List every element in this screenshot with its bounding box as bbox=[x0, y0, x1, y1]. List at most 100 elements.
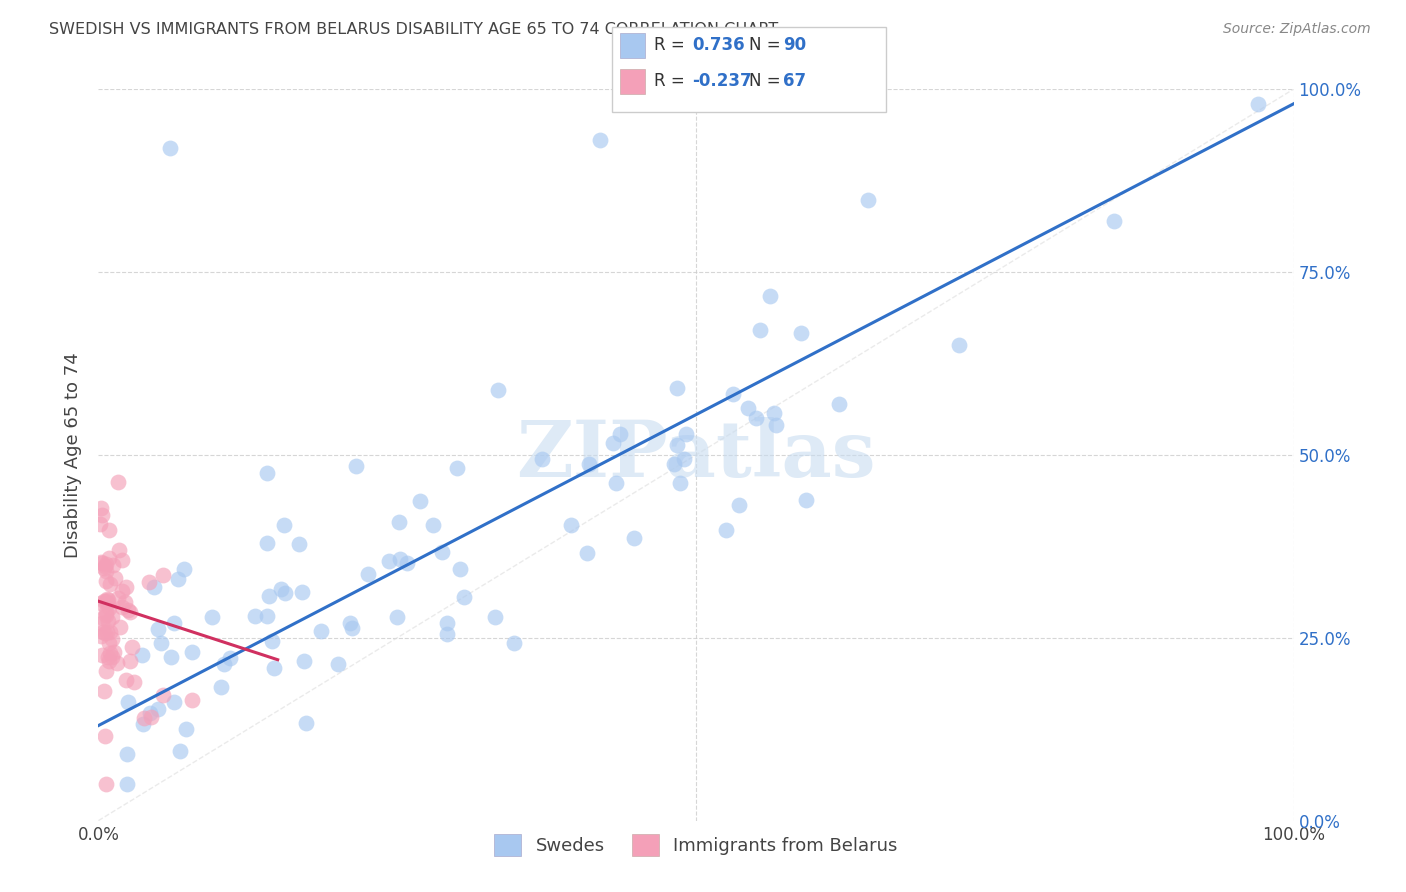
Point bbox=[114, 580, 136, 594]
Point bbox=[98, 625, 121, 640]
Point bbox=[256, 608, 278, 623]
Point bbox=[96, 574, 118, 588]
Point bbox=[673, 451, 696, 466]
Point bbox=[138, 706, 160, 721]
Point bbox=[309, 624, 332, 638]
Point bbox=[108, 620, 131, 634]
Point bbox=[209, 680, 232, 694]
Point bbox=[449, 562, 471, 576]
Point bbox=[173, 562, 195, 576]
Point bbox=[97, 636, 120, 650]
Point bbox=[436, 615, 458, 630]
Point bbox=[107, 543, 129, 558]
Point bbox=[578, 457, 600, 471]
Point bbox=[98, 550, 121, 565]
Point bbox=[342, 621, 364, 635]
Point bbox=[675, 427, 697, 442]
Point bbox=[97, 596, 120, 610]
Point bbox=[422, 517, 444, 532]
Point bbox=[91, 508, 114, 523]
Point bbox=[90, 555, 112, 569]
Text: N =: N = bbox=[749, 37, 786, 54]
Point bbox=[288, 537, 311, 551]
Point bbox=[201, 610, 224, 624]
Point bbox=[107, 591, 129, 606]
Point bbox=[91, 616, 114, 631]
Point bbox=[762, 406, 785, 420]
Point bbox=[291, 585, 314, 599]
Text: 90: 90 bbox=[783, 37, 806, 54]
Point bbox=[159, 141, 181, 155]
Point bbox=[219, 651, 242, 665]
Point bbox=[589, 133, 612, 147]
Point bbox=[117, 603, 139, 617]
Point bbox=[96, 591, 118, 606]
Point bbox=[256, 466, 278, 480]
Point bbox=[665, 381, 688, 395]
Point bbox=[91, 611, 114, 625]
Text: ZIPatlas: ZIPatlas bbox=[516, 417, 876, 493]
Point bbox=[150, 636, 173, 650]
Point bbox=[89, 516, 111, 531]
Point bbox=[357, 566, 380, 581]
Point bbox=[167, 572, 190, 586]
Point bbox=[163, 615, 186, 630]
Point bbox=[856, 193, 879, 207]
Point bbox=[721, 387, 744, 401]
Y-axis label: Disability Age 65 to 74: Disability Age 65 to 74 bbox=[65, 352, 83, 558]
Point bbox=[765, 418, 787, 433]
Text: 0.736: 0.736 bbox=[692, 37, 744, 54]
Point bbox=[295, 716, 318, 731]
Point bbox=[97, 524, 120, 538]
Point bbox=[103, 645, 125, 659]
Point bbox=[446, 461, 468, 475]
Point bbox=[117, 695, 139, 709]
Point bbox=[436, 627, 458, 641]
Point bbox=[948, 338, 970, 352]
Point bbox=[94, 559, 117, 574]
Point bbox=[273, 517, 295, 532]
Point bbox=[94, 625, 117, 640]
Point bbox=[90, 596, 112, 610]
Point bbox=[243, 608, 266, 623]
Point bbox=[256, 536, 278, 550]
Point bbox=[94, 605, 117, 619]
Text: SWEDISH VS IMMIGRANTS FROM BELARUS DISABILITY AGE 65 TO 74 CORRELATION CHART: SWEDISH VS IMMIGRANTS FROM BELARUS DISAB… bbox=[49, 22, 779, 37]
Point bbox=[212, 657, 235, 672]
Point bbox=[97, 600, 120, 615]
Point bbox=[111, 583, 134, 598]
Point bbox=[160, 650, 183, 665]
Point bbox=[98, 577, 121, 591]
Point bbox=[169, 744, 191, 758]
Point bbox=[339, 616, 361, 631]
Point bbox=[605, 475, 627, 490]
Point bbox=[484, 610, 506, 624]
Point bbox=[745, 411, 768, 425]
Point bbox=[138, 574, 160, 589]
Point bbox=[141, 709, 163, 723]
Point bbox=[97, 615, 120, 629]
Point bbox=[623, 531, 645, 545]
Point bbox=[388, 516, 411, 530]
Point bbox=[90, 629, 112, 643]
Point bbox=[1247, 96, 1270, 111]
Point bbox=[152, 688, 174, 702]
Point bbox=[94, 608, 117, 623]
Point bbox=[115, 747, 138, 761]
Point bbox=[121, 640, 143, 654]
Point bbox=[93, 729, 115, 743]
Point bbox=[91, 625, 114, 640]
Point bbox=[98, 654, 121, 668]
Point bbox=[666, 438, 689, 452]
Point bbox=[148, 701, 170, 715]
Point bbox=[90, 500, 112, 515]
Point bbox=[152, 568, 174, 582]
Point bbox=[93, 683, 115, 698]
Point bbox=[146, 622, 169, 636]
Point bbox=[714, 523, 737, 537]
Point bbox=[344, 458, 367, 473]
Point bbox=[273, 586, 295, 600]
Point bbox=[759, 289, 782, 303]
Point bbox=[737, 401, 759, 415]
Text: R =: R = bbox=[654, 37, 690, 54]
